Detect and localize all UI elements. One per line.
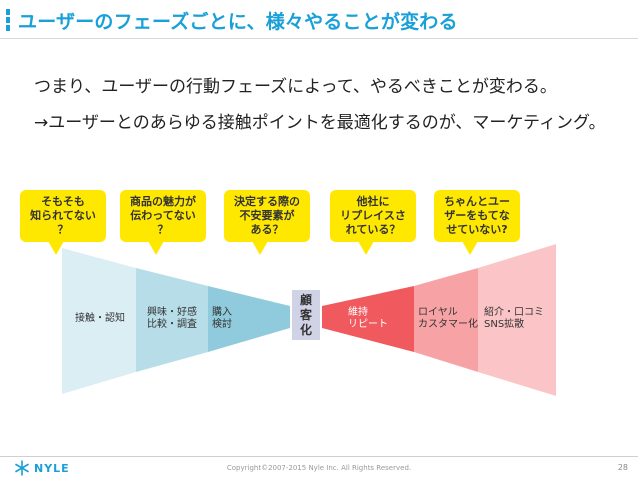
footer-divider <box>0 456 638 457</box>
stage-label-retention: 維持 リピート <box>348 307 388 330</box>
funnel-stage-loyalty <box>414 268 478 372</box>
snowflake-icon <box>15 460 29 476</box>
stage-label-awareness: 接触・認知 <box>75 313 125 324</box>
question-bubble-4: 他社に リプレイスさ れている？ <box>330 190 416 242</box>
funnel-stage-referral <box>478 244 556 396</box>
stage-label-loyalty: ロイヤル カスタマー化 <box>418 307 478 330</box>
stage-label-purchase: 購入 検討 <box>212 307 232 330</box>
company-logo: NYLE <box>14 460 70 476</box>
slide-header: ユーザーのフェーズごとに、様々やることが変わる <box>0 0 638 40</box>
body-line-2: →ユーザーとのあらゆる接触ポイントを最適化するのが、マーケティング。 <box>34 113 606 133</box>
bubble-tail-3 <box>252 241 268 255</box>
question-bubble-3: 決定する際の 不安要素が ある？ <box>224 190 310 242</box>
stage-label-interest: 興味・好感 比較・調査 <box>147 307 197 330</box>
funnel-stage-interest <box>136 268 208 372</box>
question-bubble-1: そもそも 知られてない ？ <box>20 190 106 242</box>
body-line-1: つまり、ユーザーの行動フェーズによって、やるべきことが変わる。 <box>34 77 557 97</box>
customer-conversion-box: 顧 客 化 <box>292 290 320 340</box>
funnel-stage-awareness <box>62 248 136 394</box>
logo-text: NYLE <box>34 461 70 475</box>
question-bubble-2: 商品の魅力が 伝わってない ？ <box>120 190 206 242</box>
stage-label-referral: 紹介・口コミ SNS拡散 <box>484 307 544 330</box>
copyright-text: Copyright©2007-2015 Nyle Inc. All Rights… <box>226 464 412 472</box>
funnel-stage-retention <box>322 286 414 352</box>
bubble-tail-5 <box>462 241 478 255</box>
title-divider <box>0 38 638 39</box>
slide-title: ユーザーのフェーズごとに、様々やることが変わる <box>18 11 458 33</box>
bubble-tail-4 <box>358 241 374 255</box>
page-number: 28 <box>617 463 628 472</box>
title-accent-mark <box>6 9 12 31</box>
bubble-tail-1 <box>48 241 64 255</box>
question-bubble-5: ちゃんとユー ザーをもてな せていない? <box>434 190 520 242</box>
bubble-tail-2 <box>148 241 164 255</box>
funnel-stage-purchase <box>208 286 290 352</box>
